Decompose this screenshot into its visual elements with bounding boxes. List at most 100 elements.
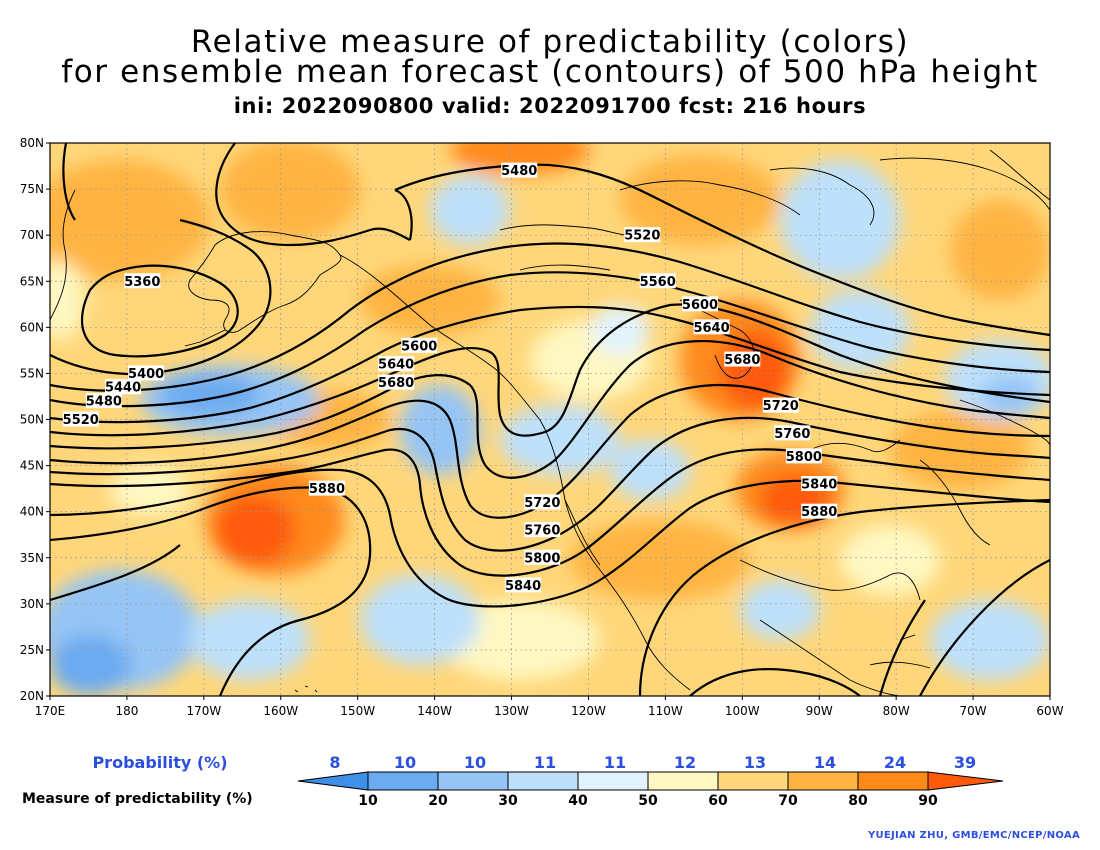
svg-text:5480: 5480 — [501, 164, 537, 179]
colorbar-tick: 50 — [638, 793, 658, 809]
contour-5440 — [50, 242, 1050, 392]
svg-text:5520: 5520 — [624, 229, 660, 244]
contour-5480 — [50, 271, 1050, 408]
svg-text:5760: 5760 — [524, 524, 560, 539]
contour-5680 — [50, 416, 1050, 552]
svg-text:5760: 5760 — [774, 427, 810, 442]
lon-label: 140W — [417, 704, 452, 718]
title-line-2: for ensemble mean forecast (contours) of… — [61, 54, 1039, 90]
svg-text:5800: 5800 — [786, 450, 822, 465]
svg-text:5680: 5680 — [724, 353, 760, 368]
contour-5520 — [50, 305, 1050, 424]
contour-label: 5560 — [640, 273, 676, 290]
svg-text:5720: 5720 — [524, 496, 560, 511]
svg-text:5880: 5880 — [801, 505, 837, 520]
lon-label: 120W — [571, 704, 606, 718]
lat-label: 35N — [20, 551, 44, 565]
contour-label: 5520 — [63, 411, 99, 428]
contour-5800 — [50, 544, 181, 602]
contour-label: 5480 — [86, 393, 122, 410]
lat-label: 40N — [20, 505, 44, 519]
svg-text:5680: 5680 — [378, 376, 414, 391]
colorbar-tick: 70 — [778, 793, 798, 809]
lon-label: 160W — [263, 704, 298, 718]
predictability-field: 5360540054405480552054805520556056005600… — [50, 143, 1050, 696]
svg-text:5440: 5440 — [105, 381, 141, 396]
longitude-labels: 170E 180 170W 160W 150W 140W 130W 120W 110W 100W 9… — [35, 696, 1064, 718]
colorbar-tick: 90 — [918, 793, 938, 809]
colorbar-tick: 30 — [498, 793, 518, 809]
latitude-labels: 80N 75N 70N 65N 60N 55N 50N 45N 40N 35N 30N 25N 20N — [20, 136, 50, 703]
svg-text:5840: 5840 — [801, 478, 837, 493]
svg-text:5600: 5600 — [682, 298, 718, 313]
contour-label: 5840 — [505, 577, 541, 594]
colorbar-tick: 80 — [848, 793, 868, 809]
lon-label: 60W — [1036, 704, 1063, 718]
contour-5880-west — [50, 486, 372, 696]
svg-text:5480: 5480 — [86, 395, 122, 410]
probability-value: 11 — [604, 753, 626, 772]
contour-label: 5720 — [524, 494, 560, 511]
svg-text:5600: 5600 — [401, 339, 437, 354]
contour-label: 5880 — [309, 480, 345, 497]
colorbar — [297, 771, 1004, 791]
colorbar-ticks: 10 20 30 40 50 60 70 80 90 — [358, 793, 938, 809]
svg-text:5640: 5640 — [693, 321, 729, 336]
svg-text:5520: 5520 — [63, 413, 99, 428]
height-contours — [50, 143, 1050, 696]
lat-label: 75N — [20, 182, 44, 196]
contour-label: 5640 — [693, 319, 730, 336]
colorbar-tick: 60 — [708, 793, 728, 809]
contour-5560 — [50, 303, 1050, 437]
svg-text:5560: 5560 — [640, 275, 676, 290]
probability-value: 14 — [814, 753, 836, 772]
probability-value: 39 — [954, 753, 976, 772]
credit: YUEJIAN ZHU, GMB/EMC/NCEP/NOAA — [867, 830, 1080, 841]
lat-label: 50N — [20, 413, 44, 427]
contour-5880-east — [638, 498, 1050, 696]
svg-text:5800: 5800 — [524, 551, 560, 566]
colorbar-tick: 10 — [358, 793, 378, 809]
lat-label: 20N — [20, 689, 44, 703]
contour-label: 5760 — [774, 425, 810, 442]
lon-label: 110W — [648, 704, 683, 718]
probability-value: 13 — [744, 753, 766, 772]
probability-value: 11 — [534, 753, 556, 772]
contour-5760 — [50, 468, 1050, 608]
lon-label: 130W — [494, 704, 529, 718]
lat-label: 55N — [20, 366, 44, 380]
contour-label: 5760 — [524, 522, 560, 539]
lon-label: 80W — [883, 704, 910, 718]
contour-5400 — [50, 218, 272, 376]
contour-5720 — [50, 448, 1050, 577]
svg-text:5640: 5640 — [378, 358, 414, 373]
contour-labels: 5360540054405480552054805520556056005600… — [63, 162, 837, 594]
lon-label: 70W — [960, 704, 987, 718]
contour-label: 5440 — [105, 379, 141, 396]
probability-value: 8 — [329, 753, 340, 772]
contour-label: 5680 — [724, 351, 760, 368]
contour-label: 5680 — [378, 374, 414, 391]
colorbar-tick: 20 — [428, 793, 448, 809]
contour-5360 — [81, 264, 239, 358]
contour-label: 5520 — [624, 227, 660, 244]
lon-label: 100W — [725, 704, 760, 718]
lat-label: 30N — [20, 597, 44, 611]
contour-label: 5600 — [401, 337, 437, 354]
svg-text:5840: 5840 — [505, 579, 541, 594]
probability-value: 12 — [674, 753, 696, 772]
probability-label: Probability (%) — [92, 753, 227, 772]
lat-label: 60N — [20, 320, 44, 334]
lon-label: 170W — [186, 704, 221, 718]
contour-5600 — [50, 339, 1050, 479]
probability-value: 10 — [394, 753, 416, 772]
lon-label: 150W — [340, 704, 375, 718]
svg-text:5360: 5360 — [124, 275, 160, 290]
contour-label: 5480 — [501, 162, 537, 179]
svg-text:5720: 5720 — [763, 399, 799, 414]
contour-label: 5600 — [682, 296, 718, 313]
probability-value: 24 — [884, 753, 906, 772]
lat-label: 65N — [20, 274, 44, 288]
lon-label: 180 — [115, 704, 138, 718]
